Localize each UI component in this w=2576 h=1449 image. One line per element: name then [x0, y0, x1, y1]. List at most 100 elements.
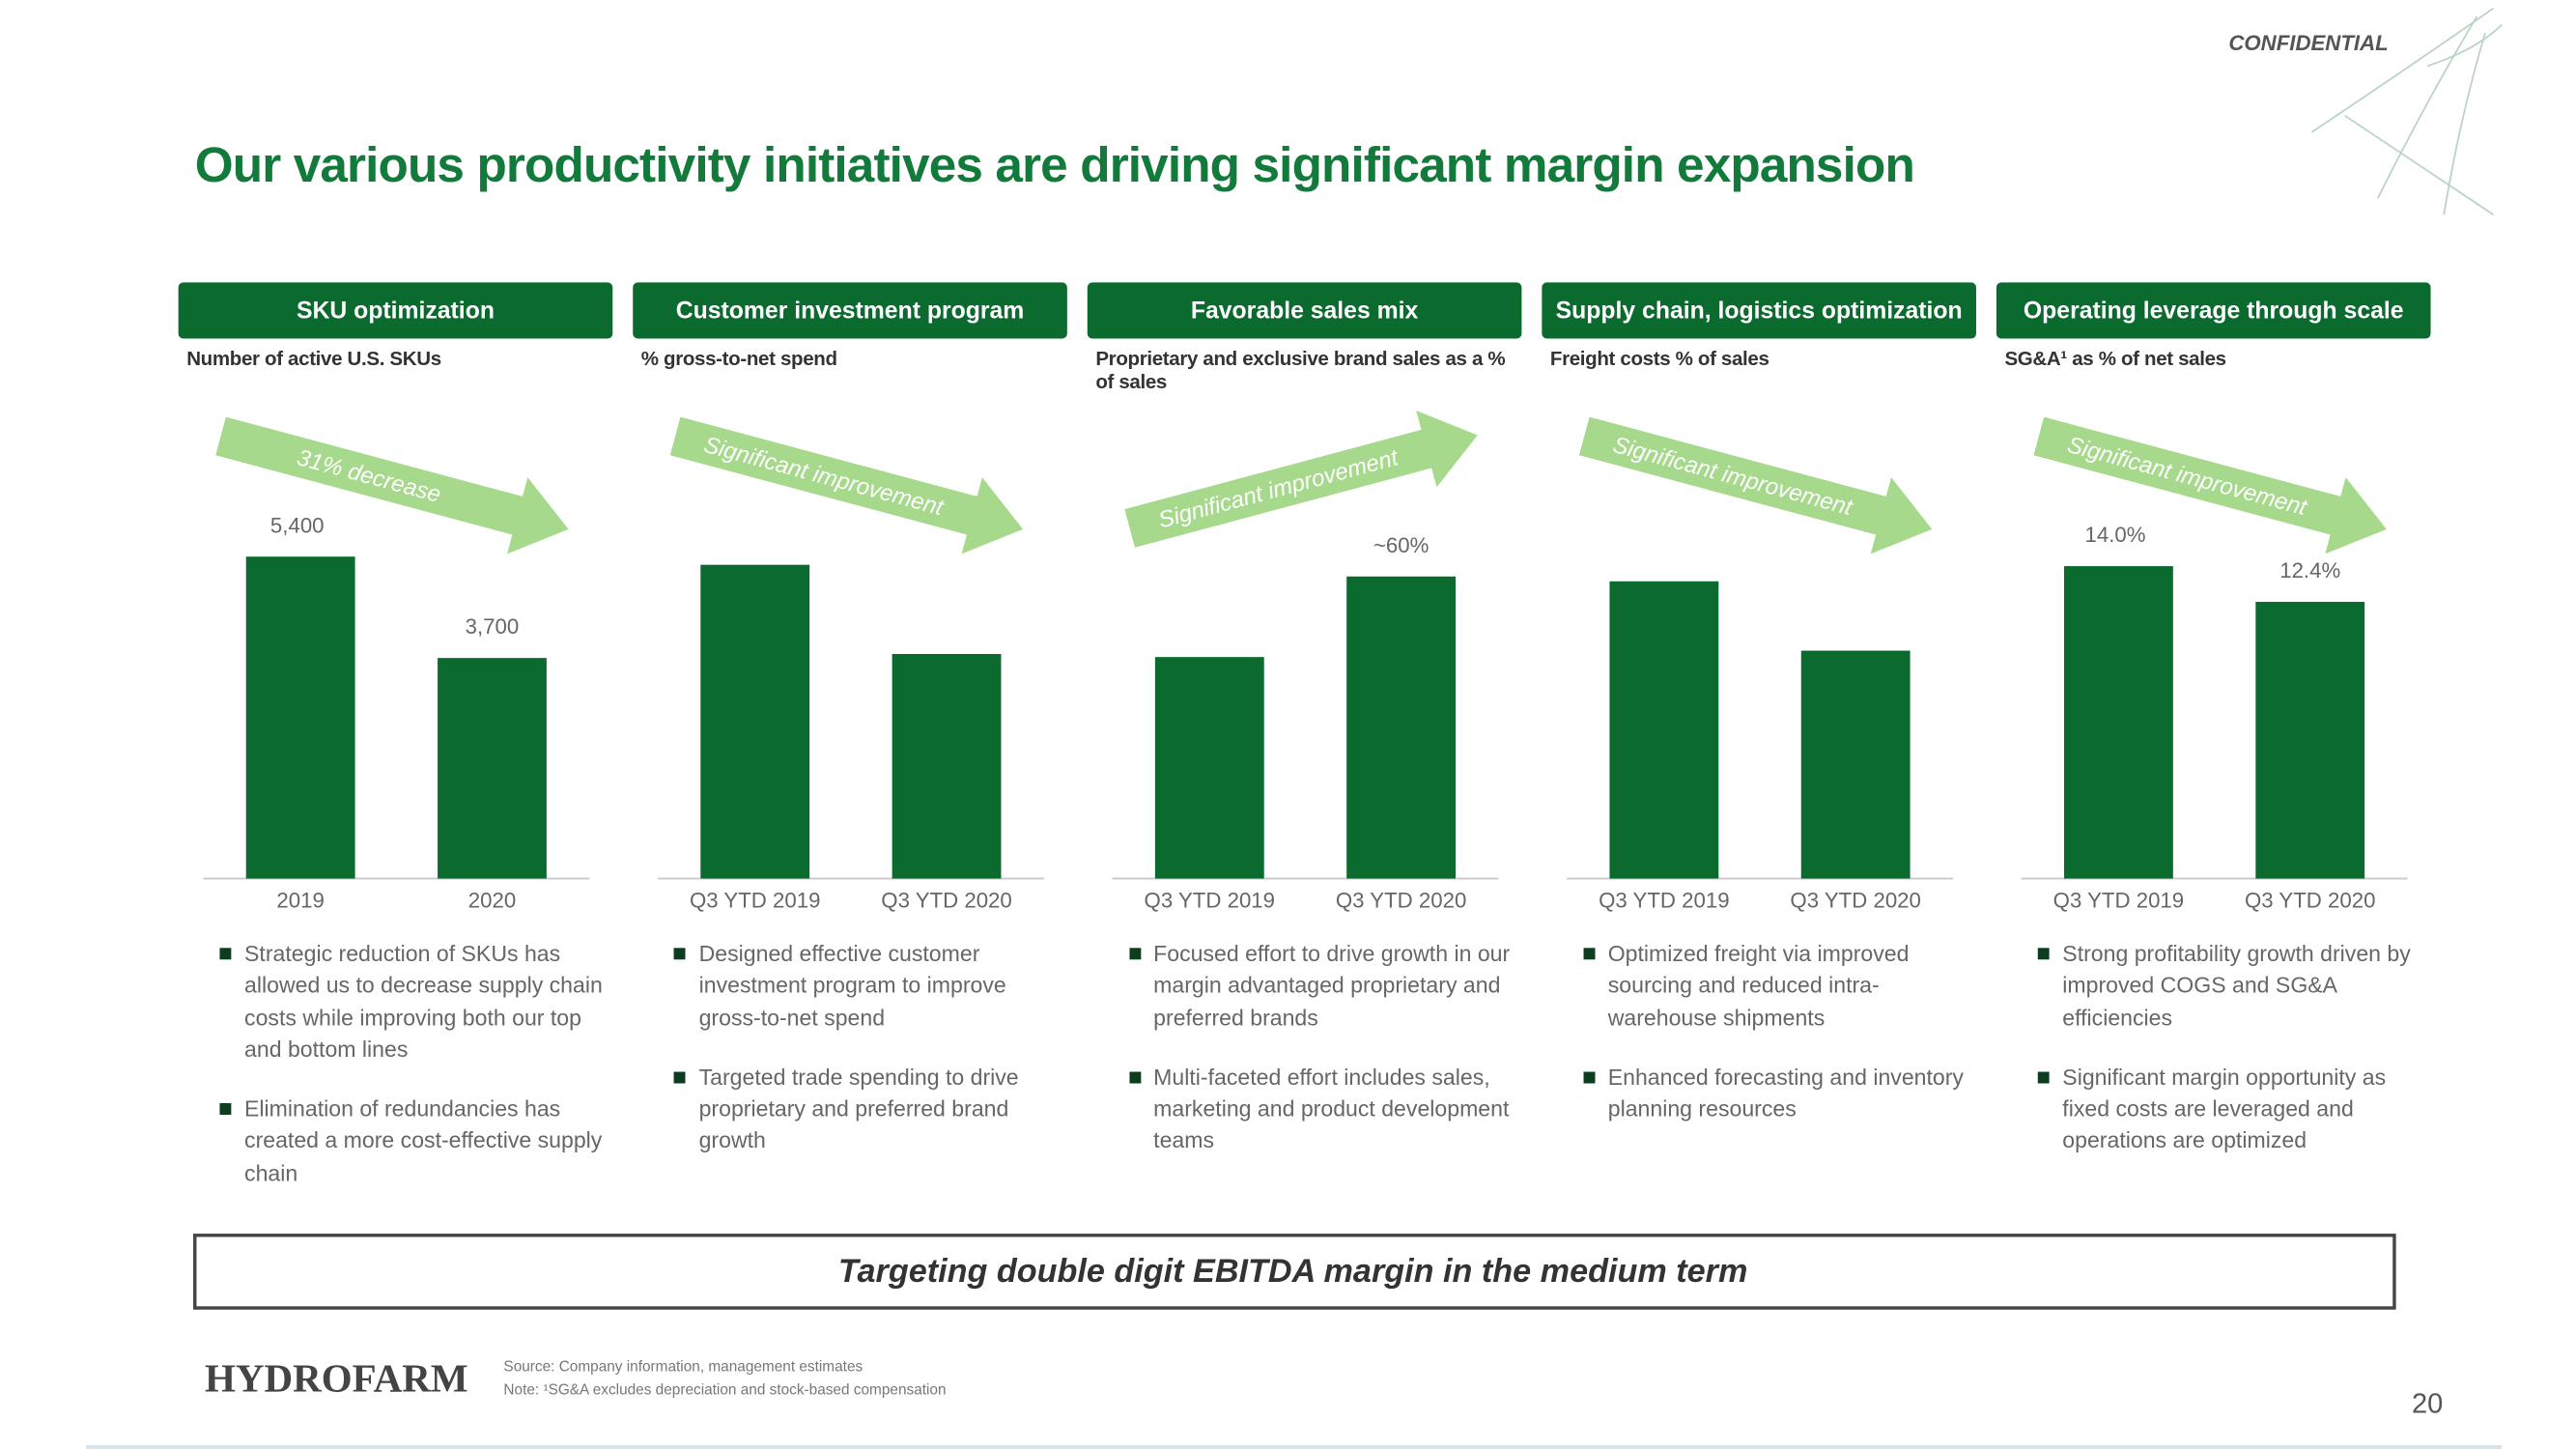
panel-subtitle: % gross-to-net spend	[640, 347, 837, 370]
bullet-item: Targeted trade spending to drive proprie…	[673, 1062, 1070, 1157]
category-label: Q3 YTD 2020	[2245, 888, 2375, 912]
subtitle-box: Proprietary and exclusive brand sales as…	[1095, 347, 1506, 393]
value-label: 3,700	[466, 614, 520, 639]
bar	[2064, 566, 2173, 879]
category-label: Q3 YTD 2020	[1790, 888, 1920, 912]
bullet-box: Strategic reduction of SKUs has allowed …	[219, 938, 615, 1189]
category-label: 2020	[468, 888, 516, 912]
value-label: ~60%	[1373, 533, 1429, 557]
bullet-text: Elimination of redundancies has created …	[244, 1096, 603, 1186]
bullet-item: Optimized freight via improved sourcing …	[1583, 938, 1979, 1034]
value-label: 12.4%	[2279, 558, 2340, 582]
logo: HYDROFARM	[205, 1355, 468, 1400]
arrow-shape	[669, 416, 1024, 554]
panel-header	[1996, 282, 2431, 339]
bullet-item: Designed effective customer investment p…	[673, 938, 1070, 1034]
bottom-rule	[85, 1444, 2503, 1449]
bar	[1346, 576, 1457, 879]
bar	[1154, 657, 1264, 879]
panel-header	[1542, 282, 1976, 339]
bullet-marker	[1583, 1071, 1596, 1084]
bar	[892, 654, 1002, 879]
bullet-list: Optimized freight via improved sourcing …	[1583, 938, 1979, 1125]
bullet-text: Targeted trade spending to drive proprie…	[698, 1065, 1019, 1154]
bullet-text: Strategic reduction of SKUs has allowed …	[244, 941, 603, 1063]
bullet-text: Designed effective customer investment p…	[698, 941, 1006, 1031]
panel-header-text: SKU optimization	[297, 298, 495, 325]
banner-box	[193, 1234, 2396, 1310]
category-label: 2019	[276, 888, 324, 912]
bullet-marker	[2037, 1071, 2050, 1084]
value-label: 5,400	[270, 513, 325, 537]
panel-subtitle: SG&A¹ as % of net sales	[2004, 347, 2226, 370]
value-label: 14.0%	[2085, 523, 2146, 547]
panel-header-text: Customer investment program	[676, 298, 1025, 325]
panel-header-text: Operating leverage through scale	[2024, 298, 2404, 325]
bullet-marker	[673, 948, 686, 960]
category-label: Q3 YTD 2019	[1599, 888, 1729, 912]
footnote: Note: ¹SG&A excludes depreciation and st…	[503, 1382, 946, 1399]
bullet-item: Enhanced forecasting and inventory plann…	[1583, 1062, 1979, 1125]
bullet-item: Strong profitability growth driven by im…	[2037, 938, 2434, 1034]
panel-subtitle: Freight costs % of sales	[1549, 347, 1769, 370]
subtitle-box: Freight costs % of sales	[1549, 347, 1769, 370]
panel-subtitle: Number of active U.S. SKUs	[186, 347, 441, 370]
slide-title: Our various productivity initiatives are…	[195, 137, 1914, 192]
bullet-marker	[673, 1071, 686, 1084]
page-number: 20	[2412, 1389, 2443, 1420]
panel-header	[178, 282, 613, 339]
arrow-shape	[1124, 411, 1478, 548]
subtitle-box: SG&A¹ as % of net sales	[2004, 347, 2226, 370]
arrow-shape	[2033, 416, 2387, 554]
bullet-marker	[1128, 948, 1141, 960]
bullet-box: Designed effective customer investment p…	[673, 938, 1070, 1157]
bullet-item: Multi-faceted effort includes sales, mar…	[1128, 1062, 1525, 1157]
bullet-text: Optimized freight via improved sourcing …	[1607, 941, 1910, 1031]
category-label: Q3 YTD 2019	[690, 888, 820, 912]
panel-header-text: Favorable sales mix	[1191, 298, 1419, 325]
bullet-marker	[219, 948, 232, 960]
bullet-text: Focused effort to drive growth in our ma…	[1153, 941, 1511, 1031]
arrow-shape	[215, 416, 569, 554]
arrow-shape	[1578, 416, 1933, 554]
confidential-label: CONFIDENTIAL	[2228, 31, 2388, 55]
bar	[2255, 602, 2365, 879]
bullet-list: Strategic reduction of SKUs has allowed …	[219, 938, 615, 1189]
bullet-box: Strong profitability growth driven by im…	[2037, 938, 2434, 1157]
panels: SKU optimization Number of active U.S. SK…	[178, 282, 2434, 1189]
bar	[1800, 650, 1911, 879]
panel-subtitle: Proprietary and exclusive brand sales as…	[1095, 347, 1506, 393]
leaf-decor	[2310, 7, 2503, 215]
bullet-text: Significant margin opportunity as fixed …	[2062, 1065, 2387, 1154]
bullet-text: Multi-faceted effort includes sales, mar…	[1153, 1065, 1510, 1154]
bullet-item: Elimination of redundancies has created …	[219, 1094, 615, 1189]
bar	[700, 564, 810, 879]
bar	[1609, 581, 1719, 879]
bullet-list: Strong profitability growth driven by im…	[2037, 938, 2434, 1157]
category-label: Q3 YTD 2020	[881, 888, 1011, 912]
footnote: Source: Company information, management …	[503, 1359, 863, 1376]
bullet-marker	[1583, 948, 1596, 960]
panel-header	[633, 282, 1067, 339]
bullet-marker	[219, 1103, 232, 1116]
panel-header-text: Supply chain, logistics optimization	[1556, 298, 1963, 325]
bullet-box: Focused effort to drive growth in our ma…	[1128, 938, 1525, 1157]
bullet-item: Strategic reduction of SKUs has allowed …	[219, 938, 615, 1065]
subtitle-box: % gross-to-net spend	[640, 347, 837, 370]
category-label: Q3 YTD 2019	[1145, 888, 1275, 912]
category-label: Q3 YTD 2020	[1336, 888, 1466, 912]
panel-header	[1087, 282, 1522, 339]
bullet-list: Focused effort to drive growth in our ma…	[1128, 938, 1525, 1157]
banner-text: Targeting double digit EBITDA margin in …	[838, 1253, 1747, 1290]
bullet-item: Significant margin opportunity as fixed …	[2037, 1062, 2434, 1157]
bar	[438, 658, 547, 879]
bullet-list: Designed effective customer investment p…	[673, 938, 1070, 1157]
bullet-box: Optimized freight via improved sourcing …	[1583, 938, 1979, 1125]
bullet-marker	[1128, 1071, 1141, 1084]
bar	[245, 556, 355, 879]
bullet-item: Focused effort to drive growth in our ma…	[1128, 938, 1525, 1034]
bullet-marker	[2037, 948, 2050, 960]
subtitle-box: Number of active U.S. SKUs	[186, 347, 441, 370]
